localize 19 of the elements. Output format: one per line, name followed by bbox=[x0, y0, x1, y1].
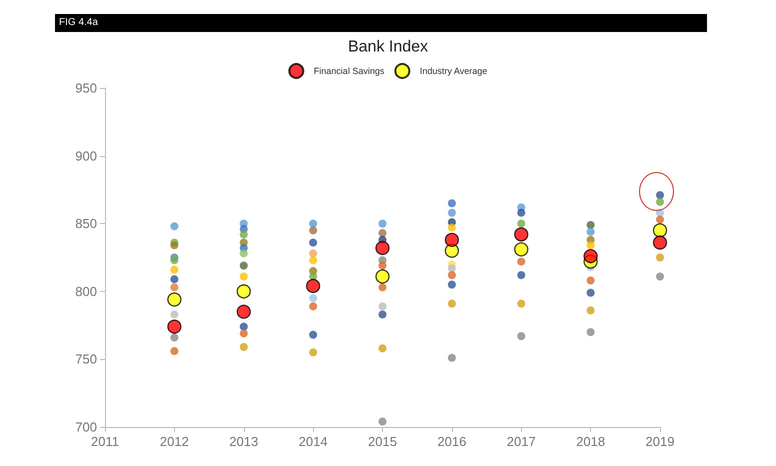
y-tick-label: 800 bbox=[75, 284, 97, 299]
x-tick-label: 2019 bbox=[646, 434, 674, 449]
y-tick-label: 700 bbox=[75, 420, 97, 434]
x-tick-label: 2011 bbox=[91, 434, 119, 449]
legend-label: Industry Average bbox=[420, 66, 488, 76]
chart-title: Bank Index bbox=[348, 38, 428, 56]
x-tick-label: 2014 bbox=[298, 434, 328, 449]
y-tick-label: 750 bbox=[75, 352, 97, 367]
x-tick-label: 2015 bbox=[368, 434, 397, 449]
y-tick-label: 850 bbox=[75, 216, 97, 232]
y-tick-label: 900 bbox=[75, 148, 97, 164]
x-tick-label: 2017 bbox=[506, 434, 536, 449]
x-tick-label: 2018 bbox=[576, 434, 606, 449]
x-tick-label: 2016 bbox=[437, 434, 466, 449]
legend-label: Financial Savings bbox=[314, 66, 385, 76]
y-tick-label: 950 bbox=[75, 80, 97, 96]
x-tick-label: 2013 bbox=[229, 434, 258, 449]
x-tick-label: 2012 bbox=[160, 434, 189, 449]
caption: FIG 4.4a bbox=[55, 14, 707, 32]
